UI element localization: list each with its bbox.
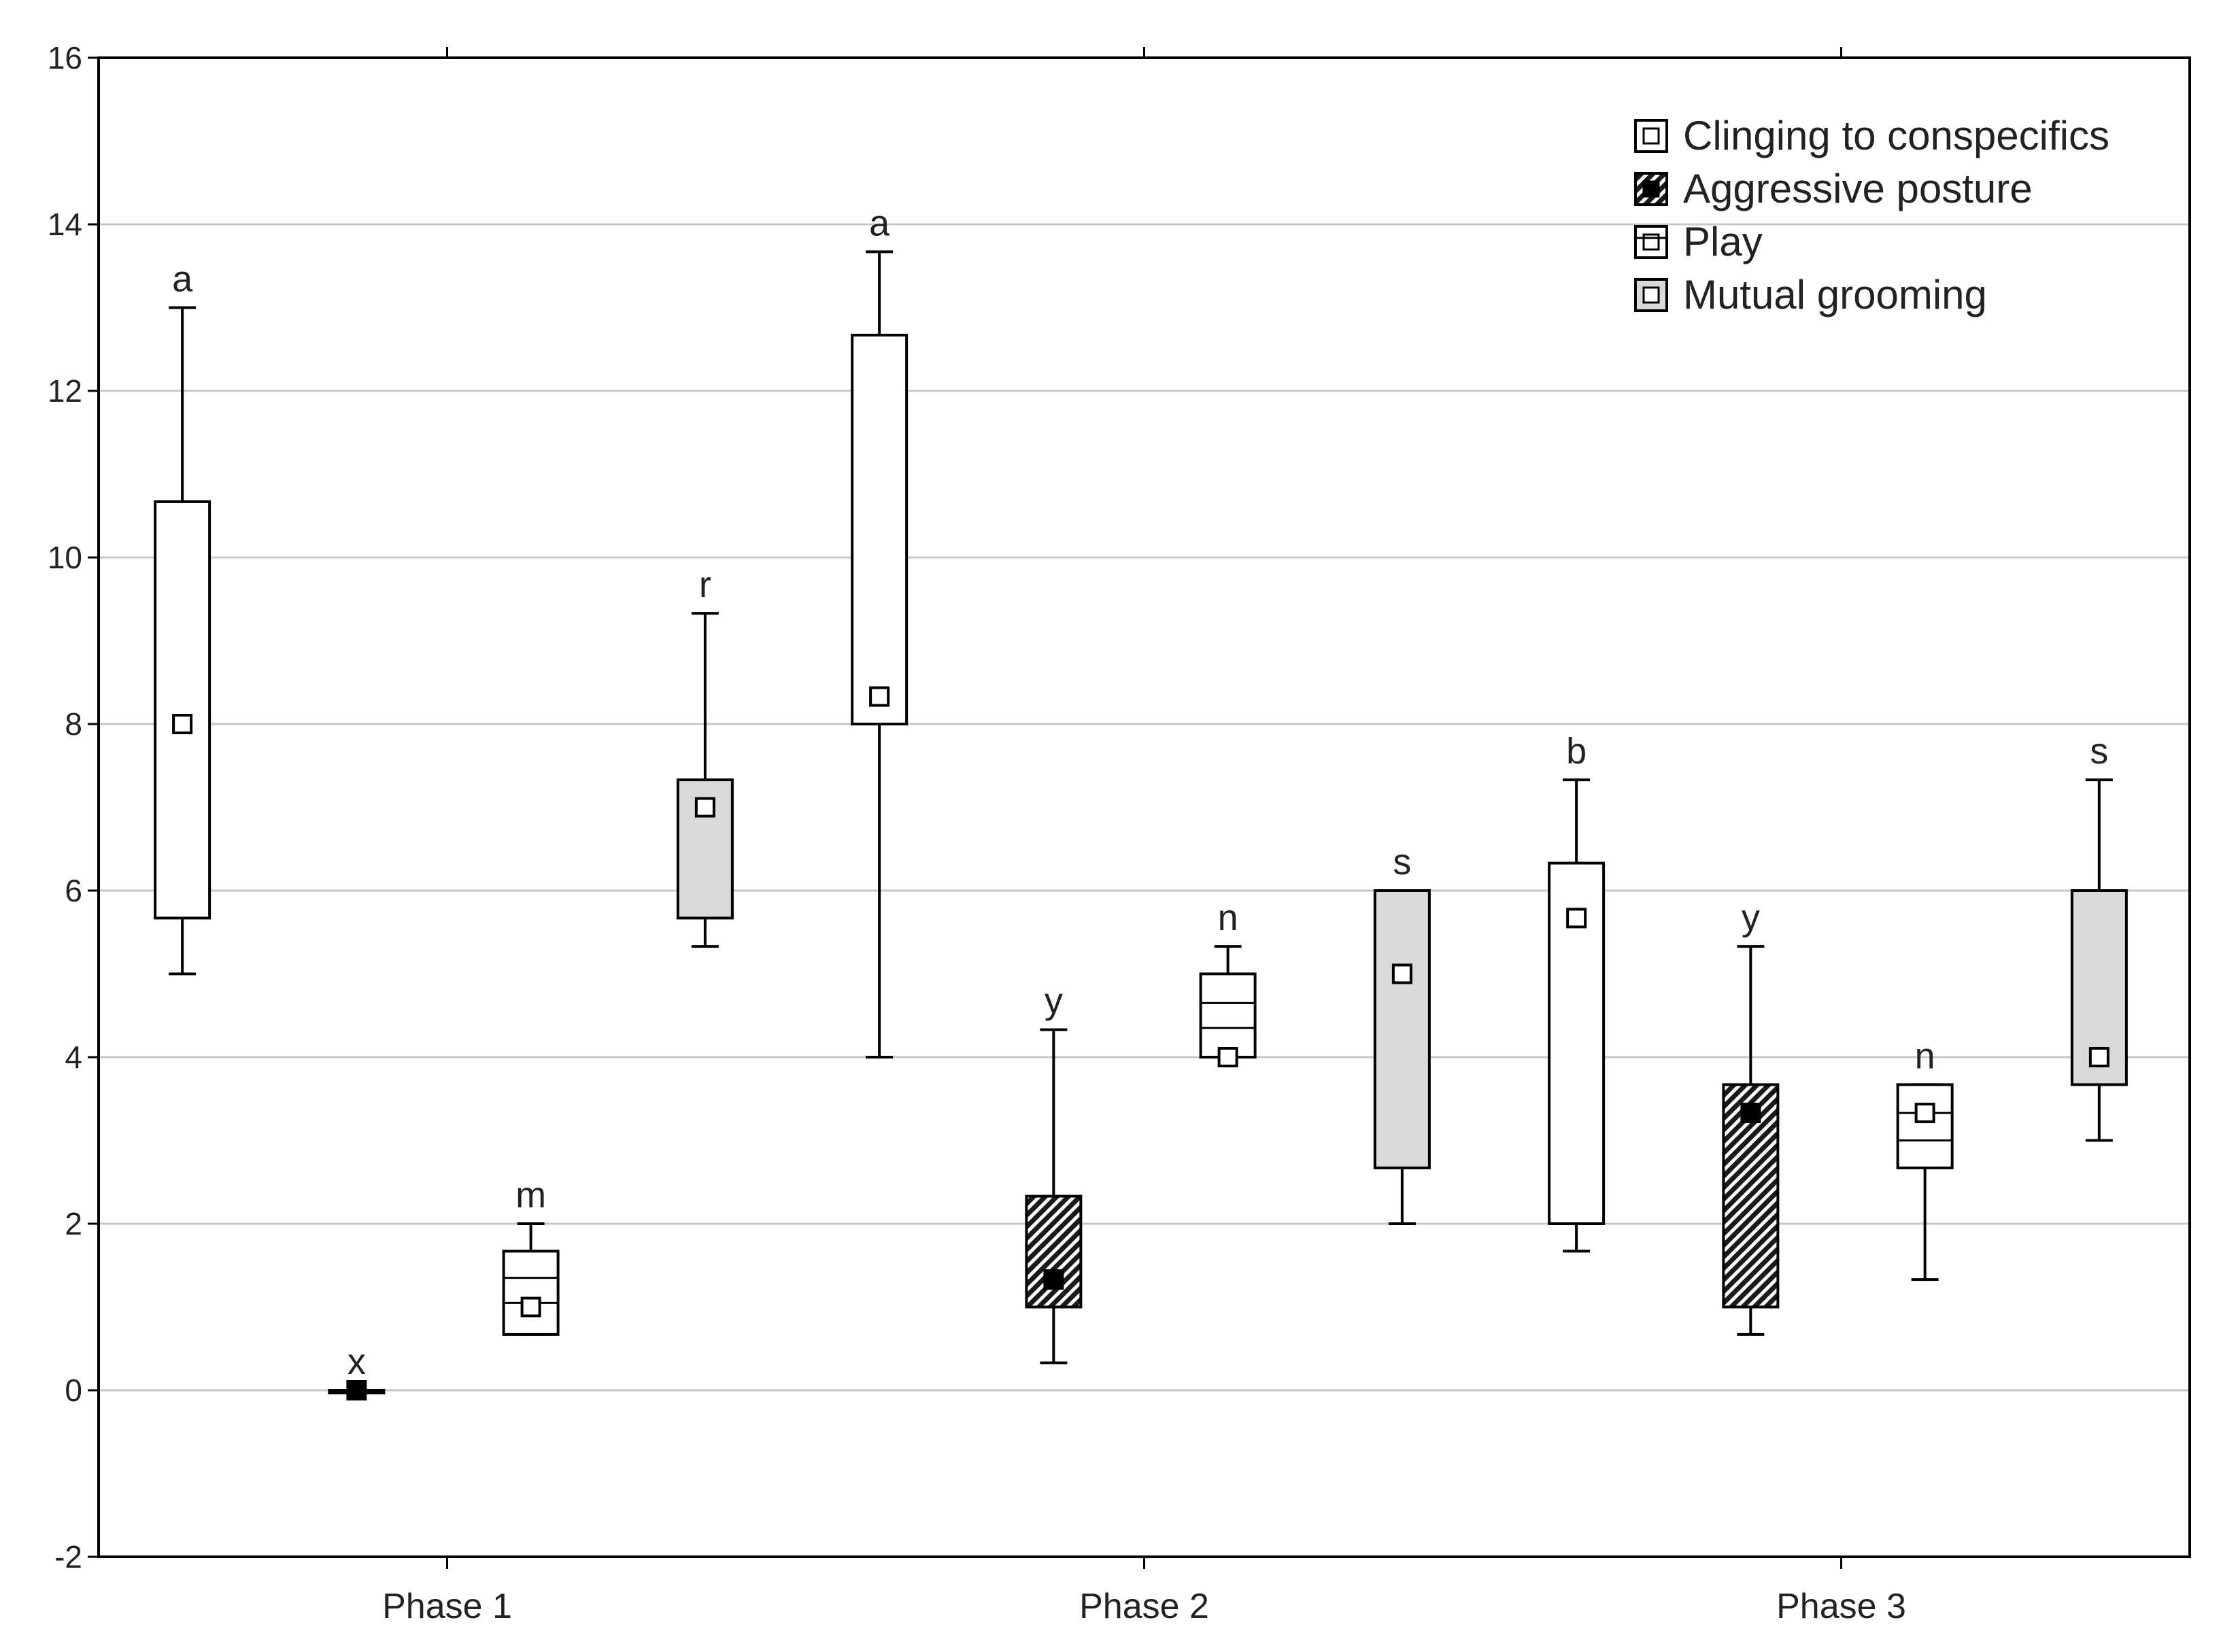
iqr-box	[1199, 972, 1257, 1059]
significance-letter: y	[1742, 897, 1760, 938]
legend-marker	[1642, 286, 1660, 304]
median-marker	[1914, 1103, 1935, 1124]
significance-letter: n	[1915, 1035, 1935, 1076]
iqr-box	[154, 500, 211, 920]
y-tick-label: 8	[65, 706, 82, 742]
y-tick-label: 12	[48, 373, 82, 409]
median-marker	[1043, 1269, 1064, 1290]
significance-letter: a	[869, 203, 890, 243]
box-lined-phase-1	[502, 1222, 560, 1336]
x-tick-label: Phase 3	[1776, 1587, 1906, 1626]
box-gray-phase-2	[1373, 889, 1431, 1225]
boxes	[154, 250, 2128, 1400]
box-hatched-phase-1	[328, 1380, 386, 1400]
significance-letter: m	[515, 1175, 546, 1216]
y-tick-label: -2	[54, 1539, 82, 1574]
significance-letter: b	[1566, 731, 1587, 772]
legend-marker	[1642, 127, 1660, 145]
median-marker	[869, 686, 890, 707]
gridlines	[99, 223, 2190, 1392]
iqr-box	[1025, 1194, 1083, 1309]
median-marker	[1217, 1047, 1238, 1067]
significance-letter: x	[347, 1341, 366, 1382]
legend-label: Mutual grooming	[1683, 272, 1987, 317]
significance-letter: a	[172, 259, 193, 300]
y-tick-label: 14	[48, 207, 82, 242]
axes: -2 0 2 4 6 8 10 12 14 16 Phase 1 Phase 2 Phase 3	[48, 40, 2191, 1626]
legend-marker	[1642, 180, 1660, 198]
median-marker	[172, 714, 193, 734]
iqr-box	[1373, 889, 1431, 1169]
significance-letter: s	[2090, 731, 2108, 772]
y-tick-label: 0	[65, 1373, 82, 1408]
legend-label: Clinging to conspecifics	[1683, 113, 2109, 158]
median-marker	[1391, 963, 1412, 984]
iqr-box	[851, 333, 909, 725]
median-marker	[2088, 1047, 2109, 1067]
box-open-phase-1	[154, 306, 211, 976]
legend-label: Play	[1683, 219, 1763, 264]
y-tick-label: 4	[65, 1039, 82, 1075]
legend-item: Aggressive posture	[1634, 166, 2033, 211]
legend-item: Play	[1634, 219, 1763, 264]
legend-marker	[1642, 233, 1660, 251]
iqr-box	[502, 1250, 560, 1336]
legend-swatch	[1634, 172, 1668, 206]
significance-letter: r	[699, 564, 711, 605]
y-tick-label: 16	[48, 40, 82, 75]
significance-letters: a a b x y y m n n r s s	[172, 203, 2108, 1382]
y-tick-label: 2	[65, 1206, 82, 1241]
box-open-phase-2	[851, 250, 909, 1059]
significance-letter: s	[1393, 842, 1411, 882]
y-tick-label: 10	[48, 540, 82, 575]
box-lined-phase-3	[1896, 1083, 1954, 1281]
iqr-box	[1896, 1083, 1954, 1169]
median-marker	[346, 1380, 367, 1400]
legend-item: Clinging to conspecifics	[1634, 113, 2109, 158]
median-marker	[1566, 908, 1587, 929]
median-marker	[694, 797, 715, 818]
x-tick-label: Phase 2	[1079, 1587, 1209, 1626]
legend: Clinging to conspecifics Aggressive postu…	[1634, 113, 2109, 317]
legend-label: Aggressive posture	[1683, 166, 2033, 211]
box-open-phase-3	[1548, 778, 1606, 1253]
box-lined-phase-2	[1199, 945, 1257, 1067]
box-hatched-phase-2	[1025, 1028, 1083, 1364]
significance-letter: y	[1045, 981, 1063, 1022]
y-tick-label: 6	[65, 873, 82, 908]
legend-item: Mutual grooming	[1634, 272, 1987, 317]
box-gray-phase-3	[2070, 778, 2128, 1142]
significance-letter: n	[1218, 897, 1238, 938]
median-marker	[1740, 1103, 1761, 1124]
box-hatched-phase-3	[1722, 945, 1780, 1336]
median-marker	[520, 1296, 541, 1318]
box-gray-phase-1	[676, 612, 734, 948]
legend-swatch	[1634, 278, 1668, 312]
iqr-box	[1722, 1083, 1780, 1309]
x-tick-label: Phase 1	[382, 1587, 512, 1626]
